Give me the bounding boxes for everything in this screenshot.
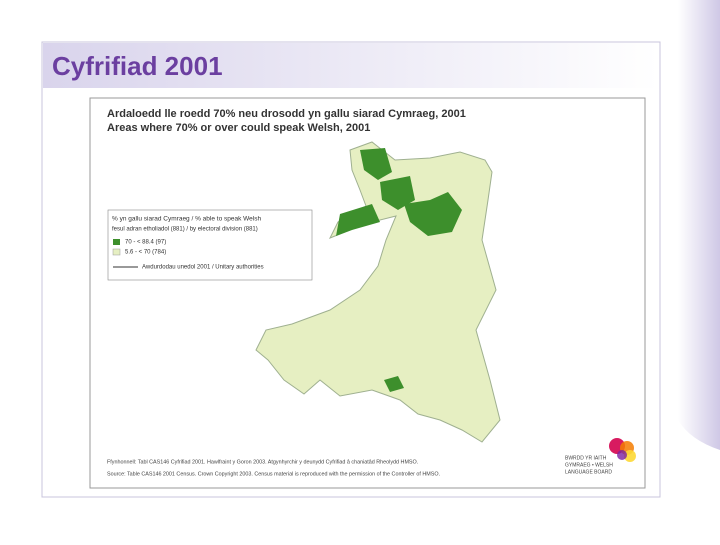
legend-item: 70 - < 88.4 (97) [125,240,166,246]
source-text: Source: Table CAS146 2001 Census. Crown … [107,471,440,477]
source-text: Ffynhonnell: Tabl CAS146 Cyfrifiad 2001.… [107,459,418,465]
title-bar [43,43,659,88]
map-subtitle: Areas where 70% or over could speak Wels… [107,122,370,134]
legend-swatch [113,239,120,245]
content-frame [41,41,661,498]
legend-item: 5.6 - < 70 (784) [125,250,166,256]
side-decoration [678,0,720,450]
legend-subheading: fesul adran etholiadol (881) / by electo… [112,227,258,233]
map-title: Ardaloedd lle roedd 70% neu drosodd yn g… [107,108,466,120]
logo-text: BWRDD YR IAITH [565,455,607,461]
legend-item: Awdurdodau unedol 2001 / Unitary authori… [142,265,264,271]
logo-text: LANGUAGE BOARD [565,469,612,475]
logo-text: GYMRAEG • WELSH [565,462,613,468]
slide-title: Cyfrifiad 2001 [52,51,223,81]
legend-heading: % yn gallu siarad Cymraeg / % able to sp… [112,216,261,223]
legend-swatch [112,248,121,256]
logo [609,438,636,462]
legend-box [107,209,313,281]
wales-map [255,141,501,443]
